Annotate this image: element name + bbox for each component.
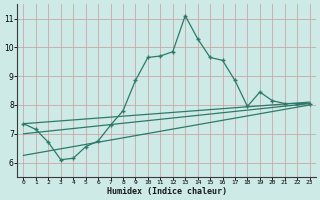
X-axis label: Humidex (Indice chaleur): Humidex (Indice chaleur) [107,187,227,196]
